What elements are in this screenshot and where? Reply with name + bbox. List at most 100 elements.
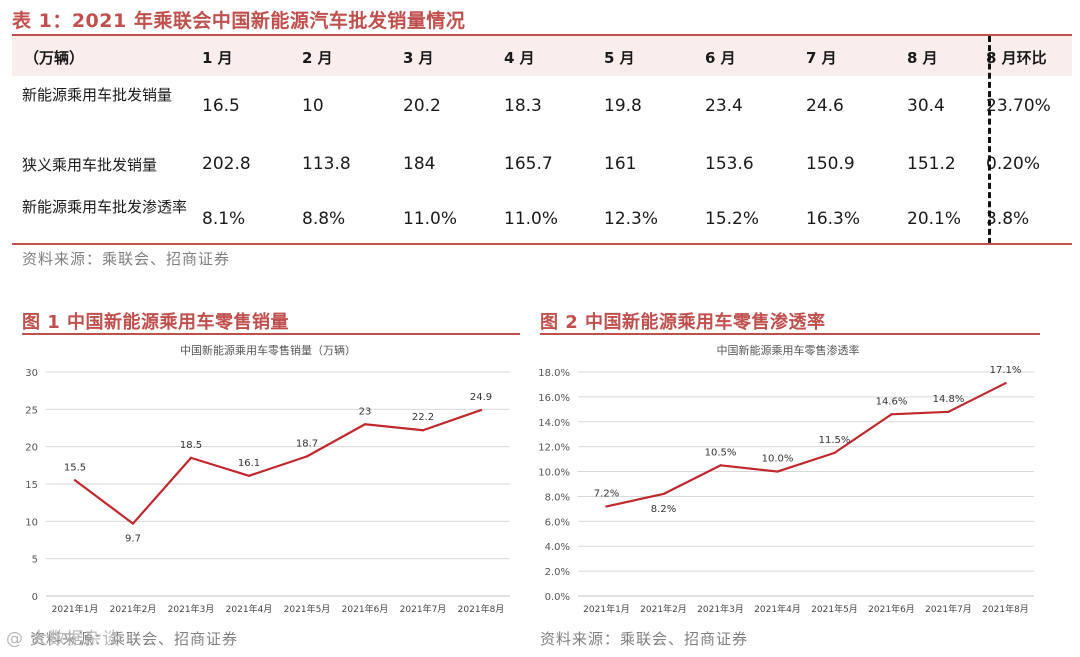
data-point <box>247 474 251 477</box>
figure2-chart: 中国新能源乘用车零售渗透率 0.0% 2.0% 4.0% 6.0% 8.0% 10.0% 12… <box>530 336 1040 626</box>
figure1-heading: 图 1 中国新能源乘用车零售销量 <box>22 312 290 333</box>
data-label: 23 <box>359 406 372 417</box>
data-point <box>1004 382 1007 385</box>
col-header-2: 2 月 <box>302 49 333 67</box>
x-tick-label: 2021年4月 <box>754 603 801 615</box>
mom-divider <box>988 36 991 244</box>
table-cell: 113.8 <box>302 154 351 174</box>
table-bottom-rule <box>12 243 1072 245</box>
x-tick-label: 2021年5月 <box>284 603 331 615</box>
data-label: 24.9 <box>470 392 492 403</box>
table-header-row <box>12 36 1072 76</box>
data-label: 10.0% <box>762 454 794 465</box>
x-tick-label: 2021年6月 <box>342 603 389 615</box>
col-header-6: 6 月 <box>705 49 736 67</box>
table-cell: 30.4 <box>907 96 945 116</box>
data-point <box>719 464 722 467</box>
data-label: 17.1% <box>990 365 1022 376</box>
table-cell: 18.3 <box>504 96 542 116</box>
table-cell: 8.8% <box>302 209 346 229</box>
table-cell: 12.3% <box>604 209 659 229</box>
y-tick-label: 10.0% <box>538 468 570 479</box>
figure1-chart: 中国新能源乘用车零售销量（万辆） 0 5 10 15 20 25 30 2021年1月 2021年… <box>10 336 520 626</box>
x-tick-label: 2021年1月 <box>583 603 630 615</box>
table-source: 资料来源：乘联会、招商证券 <box>22 250 231 268</box>
y-tick-label: 8.0% <box>545 492 570 503</box>
x-tick-label: 2021年1月 <box>52 603 99 615</box>
y-tick-label: 0 <box>32 592 38 603</box>
x-tick-label: 2021年6月 <box>868 603 915 615</box>
table-cell: 8.1% <box>202 209 246 229</box>
table-cell-mom: 3.8% <box>986 209 1030 229</box>
series-line <box>606 382 1006 508</box>
x-tick-label: 2021年7月 <box>925 603 972 615</box>
x-tick-label: 2021年3月 <box>168 603 215 615</box>
table-cell: 184 <box>403 154 436 174</box>
data-label: 18.5 <box>180 440 202 451</box>
data-point <box>776 470 779 473</box>
mom-header: 8 月环比 <box>986 49 1047 67</box>
row-label-nev-wholesale: 新能源乘用车批发销量 <box>22 86 173 104</box>
figure2-heading: 图 2 中国新能源乘用车零售渗透率 <box>540 312 826 333</box>
data-label: 9.7 <box>125 534 141 545</box>
x-tick-label: 2021年8月 <box>982 603 1029 615</box>
y-tick-label: 18.0% <box>538 368 570 379</box>
data-point <box>662 492 665 496</box>
table-cell: 11.0% <box>504 209 559 229</box>
data-point <box>479 408 483 412</box>
x-tick-label: 2021年2月 <box>640 603 687 615</box>
retail-sales-line-chart: 中国新能源乘用车零售销量（万辆） 0 5 10 15 20 25 30 2021年1月 2021年… <box>25 343 510 615</box>
table-cell: 23.4 <box>705 96 743 116</box>
table-cell: 15.2% <box>705 209 760 229</box>
data-point <box>131 522 135 525</box>
data-point <box>363 423 367 426</box>
table-cell-mom: 23.70% <box>986 96 1051 116</box>
table-cell: 16.5 <box>202 96 240 116</box>
data-label: 14.8% <box>933 394 965 405</box>
table-cell: 24.6 <box>806 96 844 116</box>
col-header-1: 1 月 <box>202 49 233 67</box>
x-tick-label: 2021年8月 <box>458 603 505 615</box>
table-title: 表 1：2021 年乘联会中国新能源汽车批发销量情况 <box>12 10 466 32</box>
data-label: 11.5% <box>819 435 851 446</box>
data-point <box>947 410 950 414</box>
x-tick-label: 2021年5月 <box>811 603 858 615</box>
x-tick-label: 2021年7月 <box>400 603 447 615</box>
x-tick-label: 2021年2月 <box>110 603 157 615</box>
data-point <box>421 429 425 432</box>
y-tick-label: 2.0% <box>545 567 570 578</box>
y-tick-label: 10 <box>25 517 38 528</box>
x-tick-label: 2021年4月 <box>226 603 273 615</box>
chart-title: 中国新能源乘用车零售渗透率 <box>717 343 860 357</box>
data-label: 10.5% <box>705 447 737 458</box>
data-label: 22.2 <box>412 412 434 423</box>
y-tick-label: 14.0% <box>538 418 570 429</box>
data-label: 8.2% <box>651 504 676 515</box>
figure1-rule <box>22 333 520 335</box>
figure2-rule <box>540 333 1040 335</box>
y-tick-label: 6.0% <box>545 517 570 528</box>
table-cell: 16.3% <box>806 209 861 229</box>
table-cell: 150.9 <box>806 154 855 174</box>
y-tick-label: 15 <box>25 480 38 491</box>
table-cell: 161 <box>604 154 637 174</box>
col-header-3: 3 月 <box>403 49 434 67</box>
table-cell: 20.2 <box>403 96 441 116</box>
data-label: 15.5 <box>64 462 86 473</box>
data-label: 14.6% <box>876 396 908 407</box>
data-label: 18.7 <box>296 438 318 449</box>
row-label-passenger-wholesale: 狭义乘用车批发销量 <box>22 156 158 174</box>
table-cell: 165.7 <box>504 154 553 174</box>
y-tick-label: 16.0% <box>538 393 570 404</box>
table-cell-mom: 0.20% <box>986 154 1041 174</box>
x-tick-label: 2021年3月 <box>697 603 744 615</box>
unit-header: （万辆） <box>24 49 85 67</box>
table-cell: 19.8 <box>604 96 642 116</box>
penetration-line-chart: 中国新能源乘用车零售渗透率 0.0% 2.0% 4.0% 6.0% 8.0% 10.0% 12… <box>538 343 1034 615</box>
col-header-4: 4 月 <box>504 49 535 67</box>
data-point <box>890 413 893 416</box>
data-point <box>189 456 193 460</box>
series-line <box>74 409 482 525</box>
figure1-source: 资料来源：乘联会、招商证券 <box>30 630 239 648</box>
watermark: @ 大数据杂谈 <box>6 629 121 649</box>
